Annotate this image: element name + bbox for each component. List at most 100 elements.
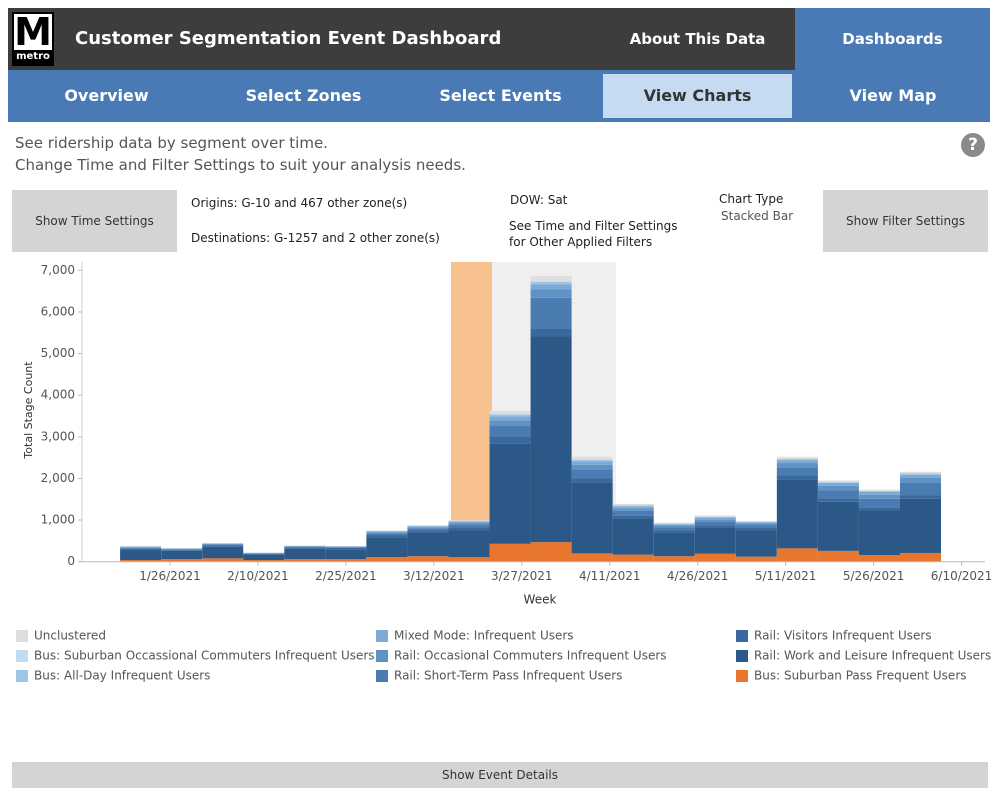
bar-segment	[735, 556, 777, 562]
bar-segment	[448, 527, 490, 531]
bar-segment	[653, 530, 695, 533]
bar-segment	[899, 474, 942, 478]
bar-segment	[694, 517, 736, 520]
bar-segment	[776, 479, 818, 549]
bar-segment	[161, 549, 203, 551]
bar-segment	[653, 525, 695, 528]
bar-segment	[530, 281, 572, 285]
bar-segment	[858, 507, 900, 511]
bar-segment	[612, 510, 654, 516]
bar-segment	[530, 336, 572, 543]
bar-segment	[735, 530, 777, 557]
legend-label: Bus: Suburban Occassional Commuters Infr…	[34, 649, 375, 663]
filter-settings-button[interactable]: Show Filter Settings	[823, 190, 988, 252]
y-tick-label: 7,000	[41, 263, 75, 277]
legend-label: Rail: Occasional Commuters Infrequent Us…	[394, 649, 667, 663]
bar-segment	[899, 471, 942, 474]
legend-swatch	[16, 630, 28, 642]
x-tick-label: 6/10/2021	[931, 569, 993, 583]
filters-note: See Time and Filter Settings	[509, 219, 678, 233]
y-tick-label: 4,000	[41, 388, 75, 402]
bar-segment	[653, 522, 695, 524]
bar-segment	[530, 276, 572, 282]
bar-segment	[612, 515, 654, 519]
bar-segment	[284, 548, 326, 560]
nav-tab-active[interactable]: View Charts	[603, 74, 792, 118]
logo-letter: M	[14, 10, 52, 54]
bar-segment	[612, 503, 654, 506]
bar-segment	[817, 480, 859, 483]
bar-segment	[776, 460, 818, 464]
header-link[interactable]: Dashboards	[842, 30, 943, 48]
logo: M metro	[12, 10, 54, 66]
bar-segment	[817, 501, 859, 551]
y-tick-label: 0	[67, 554, 75, 568]
bar-segment	[120, 560, 162, 562]
bar-segment	[571, 456, 613, 460]
bar-segment	[448, 521, 490, 523]
x-tick-label: 2/25/2021	[315, 569, 377, 583]
bar-segment	[735, 527, 777, 531]
bar-segment	[694, 515, 736, 517]
bar-segment	[243, 553, 285, 555]
legend-label: Unclustered	[34, 629, 106, 643]
legend-label: Bus: All-Day Infrequent Users	[34, 669, 210, 683]
bar-segment	[653, 527, 695, 531]
x-tick-label: 2/10/2021	[227, 569, 289, 583]
x-tick-label: 3/27/2021	[491, 569, 553, 583]
bar-segment	[899, 482, 942, 496]
header-link[interactable]: About This Data	[629, 30, 766, 48]
bar-segment	[817, 550, 859, 562]
bar-segment	[489, 414, 531, 417]
nav-tab[interactable]: Select Events	[439, 86, 562, 105]
bar-segment	[571, 461, 613, 465]
nav-tab[interactable]: Select Zones	[245, 86, 362, 105]
bar-segment	[202, 558, 244, 562]
nav-bar	[8, 70, 990, 122]
bar-segment	[571, 478, 613, 483]
bar-segment	[817, 482, 859, 484]
bar-segment	[694, 519, 736, 522]
bar-segment	[530, 281, 572, 282]
bar-segment	[735, 523, 777, 526]
nav-tab[interactable]: View Map	[849, 86, 937, 105]
bar-segment	[735, 522, 777, 524]
y-tick-label: 1,000	[41, 513, 75, 527]
event-details-button[interactable]: Show Event Details	[12, 762, 988, 788]
bar-segment	[161, 550, 203, 560]
chart-type-value: Stacked Bar	[721, 209, 794, 223]
legend-swatch	[736, 630, 748, 642]
bar-segment	[530, 329, 572, 337]
y-tick-label: 3,000	[41, 429, 75, 443]
time-settings-button[interactable]: Show Time Settings	[12, 190, 177, 252]
nav-tab[interactable]: Overview	[64, 86, 149, 105]
bar-segment	[899, 552, 942, 562]
x-tick-label: 1/26/2021	[139, 569, 201, 583]
header-bar	[8, 8, 795, 70]
bar-segment	[325, 547, 367, 550]
bar-segment	[530, 284, 572, 290]
y-tick-label: 6,000	[41, 304, 75, 318]
bar-segment	[858, 494, 900, 499]
legend-label: Rail: Short-Term Pass Infrequent Users	[394, 669, 622, 683]
bar-segment	[366, 557, 408, 562]
bar-segment	[653, 524, 695, 526]
bar-segment	[571, 459, 613, 462]
bar-segment	[735, 525, 777, 528]
bar-segment	[489, 443, 531, 544]
bar-segment	[407, 556, 449, 562]
bar-segment	[858, 491, 900, 495]
bar-segment	[243, 554, 285, 561]
bar-segment	[817, 498, 859, 502]
bar-segment	[571, 482, 613, 554]
bar-segment	[120, 547, 162, 548]
bar-segment	[776, 456, 818, 459]
x-tick-label: 5/26/2021	[843, 569, 905, 583]
help-icon[interactable]: ?	[961, 133, 985, 157]
bar-segment	[202, 544, 244, 545]
bar-segment	[407, 530, 449, 533]
bar-segment	[571, 553, 613, 562]
bar-segment	[325, 559, 367, 562]
bar-segment	[858, 490, 900, 492]
